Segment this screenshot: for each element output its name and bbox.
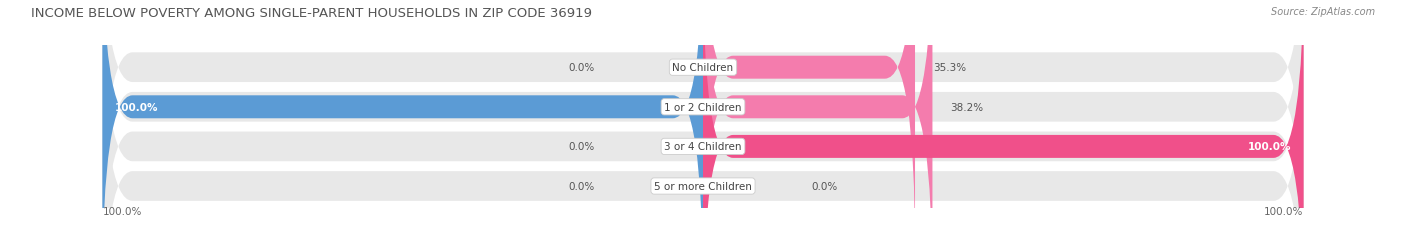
Text: 35.3%: 35.3% [934,63,966,73]
FancyBboxPatch shape [103,0,1303,231]
Text: 5 or more Children: 5 or more Children [654,181,752,191]
Text: 0.0%: 0.0% [568,63,595,73]
Text: 100.0%: 100.0% [114,102,157,112]
Text: 38.2%: 38.2% [950,102,984,112]
FancyBboxPatch shape [703,0,915,231]
Text: 100.0%: 100.0% [1264,206,1303,216]
Text: Source: ZipAtlas.com: Source: ZipAtlas.com [1271,7,1375,17]
FancyBboxPatch shape [103,4,1303,231]
Text: 0.0%: 0.0% [568,181,595,191]
FancyBboxPatch shape [103,0,1303,231]
Text: 3 or 4 Children: 3 or 4 Children [664,142,742,152]
FancyBboxPatch shape [103,0,703,231]
Text: 100.0%: 100.0% [103,206,142,216]
FancyBboxPatch shape [703,0,1303,231]
Text: No Children: No Children [672,63,734,73]
FancyBboxPatch shape [703,0,932,231]
FancyBboxPatch shape [103,0,1303,231]
Text: INCOME BELOW POVERTY AMONG SINGLE-PARENT HOUSEHOLDS IN ZIP CODE 36919: INCOME BELOW POVERTY AMONG SINGLE-PARENT… [31,7,592,20]
Text: 1 or 2 Children: 1 or 2 Children [664,102,742,112]
Text: 0.0%: 0.0% [568,142,595,152]
Text: 100.0%: 100.0% [1249,142,1292,152]
Text: 0.0%: 0.0% [811,181,838,191]
